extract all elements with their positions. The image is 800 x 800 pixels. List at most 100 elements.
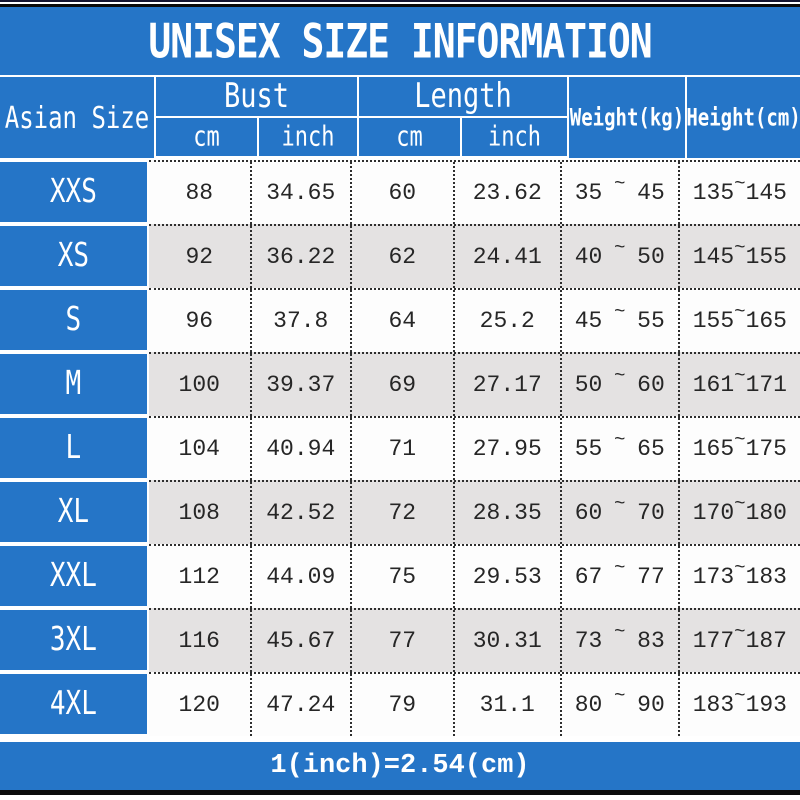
length-inch-value: 27.17: [452, 354, 560, 416]
length-cm-value: 62: [349, 226, 453, 288]
length-inch-value: 25.2: [452, 290, 560, 352]
bust-inch-value: 34.65: [249, 162, 350, 224]
page-title: UNISEX SIZE INFORMATION: [148, 13, 652, 69]
divider: [0, 158, 800, 160]
size-label: 3XL: [0, 610, 147, 670]
title-bar: UNISEX SIZE INFORMATION: [0, 7, 800, 75]
size-label: XL: [0, 482, 147, 542]
bust-inch-value: 39.37: [249, 354, 350, 416]
table-row: 4XL 120 47.24 79 31.1 80 ~90 183 ~193: [0, 672, 800, 736]
height-range: 135 ~145: [677, 162, 800, 224]
divider: [0, 75, 800, 77]
bust-inch-value: 42.52: [249, 482, 350, 544]
length-inch-value: 31.1: [452, 674, 560, 736]
weight-range: 35 ~45: [559, 162, 678, 224]
conversion-note-bar: 1(inch)=2.54(cm): [0, 742, 800, 790]
divider: [0, 736, 800, 742]
weight-range: 55 ~65: [559, 418, 678, 480]
header-length-cm: cm: [357, 118, 460, 156]
length-cm-value: 64: [349, 290, 453, 352]
table-row: XXL 112 44.09 75 29.53 67 ~77 173 ~183: [0, 544, 800, 608]
tilde: ~: [614, 237, 626, 259]
bust-inch-value: 47.24: [249, 674, 350, 736]
bust-cm-value: 96: [185, 308, 214, 334]
tilde: ~: [614, 621, 626, 643]
bust-inch-value: 37.8: [249, 290, 350, 352]
tilde: ~: [734, 429, 746, 451]
table-row: M 100 39.37 69 27.17 50 ~60 161 ~171: [0, 352, 800, 416]
tilde: ~: [734, 557, 746, 579]
length-inch-value: 27.95: [452, 418, 560, 480]
height-range: 177 ~187: [677, 610, 800, 672]
bust-inch-value: 44.09: [249, 546, 350, 608]
top-black-bar: [0, 4, 800, 7]
tilde: ~: [734, 301, 746, 323]
height-range: 183 ~193: [677, 674, 800, 736]
table-row: XS 92 36.22 62 24.41 40 ~50 145 ~155: [0, 224, 800, 288]
table-row: XL 108 42.52 72 28.35 60 ~70 170 ~180: [0, 480, 800, 544]
height-range: 165 ~175: [677, 418, 800, 480]
tilde: ~: [734, 685, 746, 707]
length-inch-value: 23.62: [452, 162, 560, 224]
tilde: ~: [734, 173, 746, 195]
length-cm-value: 71: [349, 418, 453, 480]
weight-range: 73 ~83: [559, 610, 678, 672]
header-bust: Bust: [156, 77, 357, 116]
length-cm-value: 75: [349, 546, 453, 608]
weight-range: 45 ~55: [559, 290, 678, 352]
size-label: S: [0, 290, 147, 350]
bottom-white-strip: [0, 795, 800, 800]
bust-inch-value: 45.67: [249, 610, 350, 672]
height-range: 170 ~180: [677, 482, 800, 544]
table-row: 3XL 116 45.67 77 30.31 73 ~83 177 ~187: [0, 608, 800, 672]
tilde: ~: [614, 301, 626, 323]
size-label: XXS: [0, 162, 147, 222]
length-inch-value: 30.31: [452, 610, 560, 672]
tilde: ~: [614, 557, 626, 579]
height-range: 161 ~171: [677, 354, 800, 416]
table-row: S 96 37.8 64 25.2 45 ~55 155 ~165: [0, 288, 800, 352]
length-inch-value: 28.35: [452, 482, 560, 544]
weight-range: 50 ~60: [559, 354, 678, 416]
bust-cm-value: 92: [185, 244, 214, 270]
length-inch-value: 29.53: [452, 546, 560, 608]
bust-inch-value: 36.22: [249, 226, 350, 288]
tilde: ~: [734, 621, 746, 643]
bust-cm-value: 116: [178, 628, 220, 654]
bust-cm-value: 100: [178, 372, 220, 398]
length-cm-value: 60: [349, 162, 453, 224]
conversion-note: 1(inch)=2.54(cm): [270, 751, 530, 781]
header-bust-length-group: Bust Length cm inch cm inch: [156, 77, 567, 158]
table-row: L 104 40.94 71 27.95 55 ~65 165 ~175: [0, 416, 800, 480]
bust-cm-value: 88: [185, 180, 214, 206]
weight-range: 40 ~50: [559, 226, 678, 288]
header-length: Length: [357, 77, 567, 116]
header-bust-cm: cm: [156, 118, 257, 156]
bust-cm-value: 104: [178, 436, 220, 462]
top-white-strip: [0, 2, 800, 4]
header-length-inch: inch: [460, 118, 567, 156]
bust-cm-value: 112: [178, 564, 220, 590]
size-label: XXL: [0, 546, 147, 606]
height-range: 145 ~155: [677, 226, 800, 288]
length-cm-value: 79: [349, 674, 453, 736]
weight-range: 80 ~90: [559, 674, 678, 736]
header-weight: Weight(kg): [567, 77, 685, 158]
size-label: M: [0, 354, 147, 414]
tilde: ~: [614, 365, 626, 387]
height-range: 173 ~183: [677, 546, 800, 608]
top-navy-strip: [0, 0, 800, 2]
tilde: ~: [734, 365, 746, 387]
bust-cm-value: 120: [178, 692, 220, 718]
size-label: XS: [0, 226, 147, 286]
height-range: 155 ~165: [677, 290, 800, 352]
tilde: ~: [614, 429, 626, 451]
header-asian-size: Asian Size: [0, 77, 154, 158]
tilde: ~: [614, 685, 626, 707]
length-inch-value: 24.41: [452, 226, 560, 288]
table-row: XXS 88 34.65 60 23.62 35 ~45 135 ~145: [0, 160, 800, 224]
tilde: ~: [734, 237, 746, 259]
tilde: ~: [614, 173, 626, 195]
length-cm-value: 69: [349, 354, 453, 416]
